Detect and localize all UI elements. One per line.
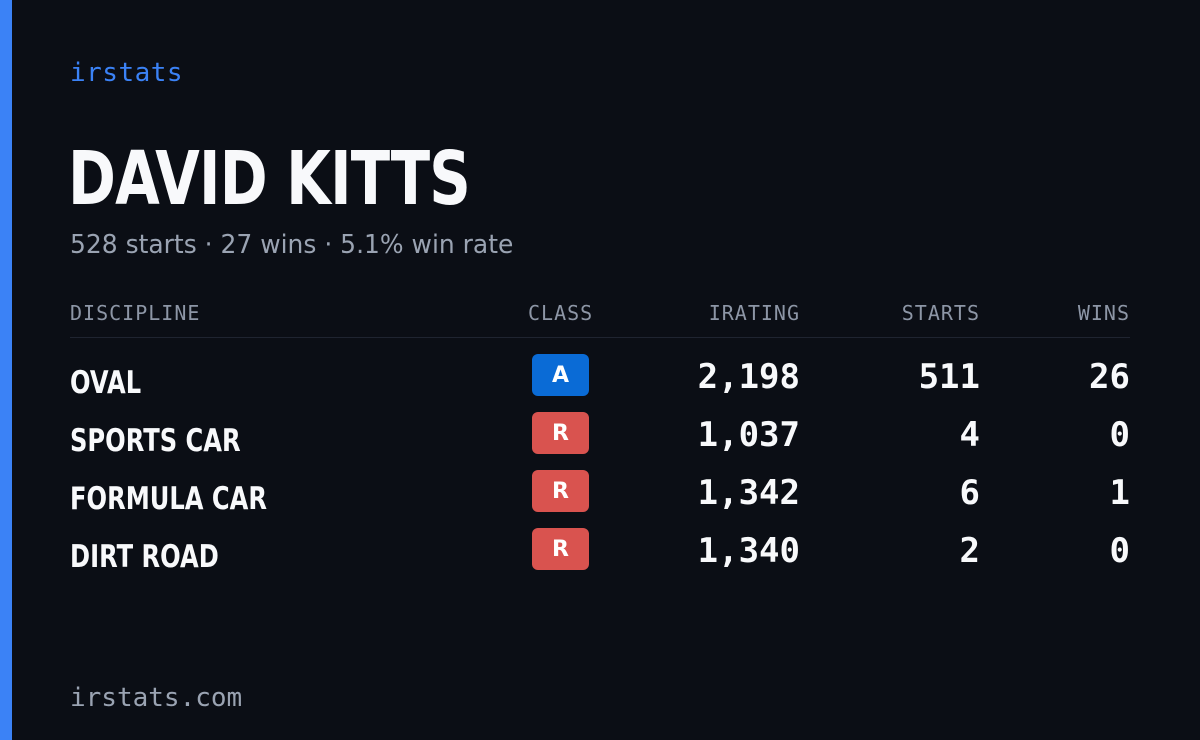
irating-cell: 1,342 [697,473,800,513]
starts-cell: 511 [918,357,980,397]
irating-cell: 1,037 [697,415,800,455]
table-row: SPORTS CAR R 1,037 4 0 [70,412,1130,470]
irating-cell: 2,198 [697,357,800,397]
table-row: OVAL A 2,198 511 26 [70,354,1130,412]
discipline-cell: FORMULA CAR [70,481,268,517]
irating-cell: 1,340 [697,531,800,571]
table-row: DIRT ROAD R 1,340 2 0 [70,528,1130,586]
header-wins: WINS [1077,301,1130,325]
starts-cell: 6 [959,473,980,513]
table-body: OVAL A 2,198 511 26 SPORTS CAR R 1,037 4… [70,354,1130,586]
table-row: FORMULA CAR R 1,342 6 1 [70,470,1130,528]
header-class: CLASS [528,301,594,325]
discipline-cell: DIRT ROAD [70,539,219,575]
class-badge: A [532,354,589,396]
wins-cell: 1 [1109,473,1130,513]
driver-summary: 528 starts · 27 wins · 5.1% win rate [70,230,514,260]
starts-cell: 4 [959,415,980,455]
header-irating: IRATING [708,301,800,325]
wins-cell: 26 [1089,357,1130,397]
stats-table: DISCIPLINE CLASS IRATING STARTS WINS OVA… [70,296,1130,586]
table-header: DISCIPLINE CLASS IRATING STARTS WINS [70,296,1130,338]
wins-cell: 0 [1109,531,1130,571]
class-badge: R [532,412,589,454]
discipline-cell: SPORTS CAR [70,423,241,459]
class-badge: R [532,470,589,512]
discipline-cell: OVAL [70,365,142,401]
class-badge: R [532,528,589,570]
accent-bar [0,0,12,740]
brand-logo-text[interactable]: irstats [70,58,184,88]
header-discipline: DISCIPLINE [70,301,201,325]
wins-cell: 0 [1109,415,1130,455]
driver-name: DAVID KITTS [68,136,471,222]
footer-url[interactable]: irstats.com [70,683,243,713]
header-starts: STARTS [901,301,980,325]
starts-cell: 2 [959,531,980,571]
